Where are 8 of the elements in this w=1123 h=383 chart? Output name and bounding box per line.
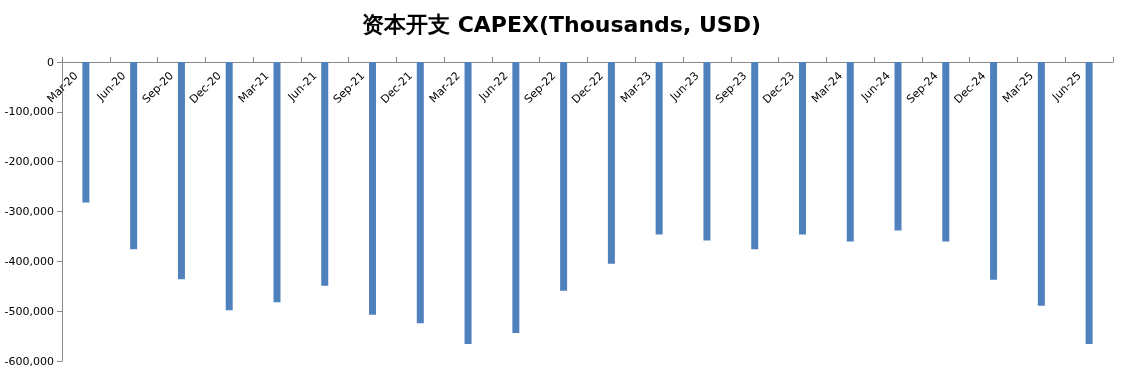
- y-tick-label: -200,000: [4, 155, 54, 169]
- y-tick-label: -500,000: [4, 304, 54, 318]
- y-tick-label: 0: [47, 55, 54, 69]
- chart-title: 资本开支 CAPEX(Thousands, USD): [362, 11, 761, 37]
- y-tick-label: -100,000: [4, 105, 54, 119]
- y-tick-label: -600,000: [4, 354, 54, 368]
- y-tick-label: -300,000: [4, 205, 54, 218]
- y-tick-label: -400,000: [4, 254, 54, 268]
